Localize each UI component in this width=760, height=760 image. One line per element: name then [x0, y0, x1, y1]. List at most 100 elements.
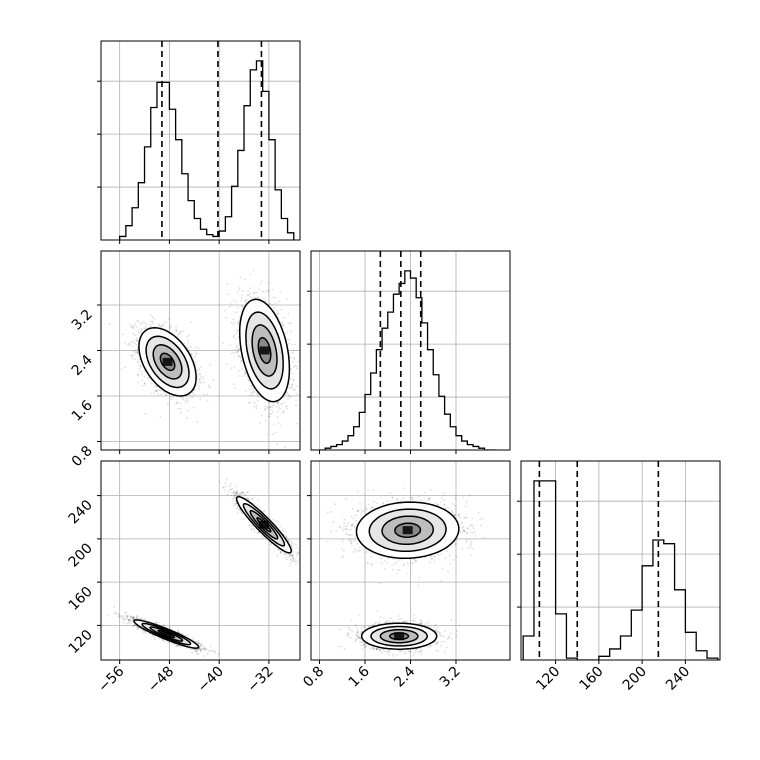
scatter-point [199, 381, 202, 383]
scatter-point [138, 368, 141, 370]
scatter-point [169, 324, 172, 326]
scatter-point [192, 391, 194, 394]
scatter-point [248, 388, 251, 391]
scatter-point [295, 399, 297, 402]
histogram-step [119, 60, 295, 240]
scatter-point [139, 617, 142, 620]
scatter-point [296, 365, 298, 367]
scatter-point [206, 393, 209, 396]
scatter-point [127, 621, 130, 624]
scatter-point [167, 317, 170, 320]
scatter-point [132, 616, 135, 618]
scatter-point [247, 401, 250, 404]
scatter-point [186, 417, 188, 419]
scatter-point [196, 420, 199, 423]
scatter-point [137, 360, 139, 363]
scatter-point [238, 289, 241, 291]
scatter-point [135, 617, 138, 619]
scatter-point [145, 325, 147, 328]
scatter-point [291, 383, 294, 386]
scatter-point [135, 339, 138, 342]
scatter-point [123, 621, 125, 624]
scatter-point [290, 368, 292, 371]
scatter-point [176, 335, 179, 338]
scatter-point [162, 624, 165, 627]
scatter-point [264, 300, 267, 302]
scatter-point [268, 415, 271, 418]
scatter-point [280, 403, 283, 405]
scatter-point [198, 378, 201, 381]
scatter-point [259, 421, 261, 424]
scatter-point [194, 360, 197, 363]
scatter-point [284, 332, 287, 334]
scatter-point [136, 626, 139, 629]
scatter-point [134, 352, 137, 354]
scatter-point [281, 403, 284, 405]
scatter-point [143, 375, 146, 378]
scatter-point [232, 352, 235, 354]
scatter-point [176, 401, 178, 403]
scatter-point [212, 379, 215, 381]
scatter-point [236, 292, 239, 294]
scatter-point [264, 408, 267, 411]
scatter-point [196, 653, 199, 655]
scatter-point [195, 650, 198, 652]
scatter-point [274, 296, 277, 299]
scatter-point [185, 398, 188, 400]
scatter-point [238, 370, 240, 372]
scatter-point [132, 340, 134, 343]
scatter-point [288, 386, 291, 389]
scatter-point [286, 338, 289, 341]
scatter-point [223, 309, 226, 312]
scatter-point [144, 384, 147, 387]
scatter-point [271, 404, 274, 407]
scatter-point [254, 401, 256, 404]
scatter-point [244, 301, 247, 304]
scatter-point [244, 371, 246, 374]
scatter-point [174, 328, 177, 331]
scatter-point [290, 330, 292, 333]
scatter-point [132, 325, 135, 328]
scatter-point [187, 341, 189, 344]
scatter-point [124, 612, 127, 615]
scatter-point [122, 616, 125, 619]
scatter-point [286, 407, 288, 410]
scatter-point [257, 296, 259, 299]
scatter-point [164, 394, 167, 397]
scatter-point [236, 306, 239, 309]
scatter-point [234, 387, 236, 390]
scatter-point [240, 359, 243, 362]
scatter-point [264, 405, 266, 408]
scatter-point [235, 311, 238, 314]
density-peak [259, 346, 270, 355]
scatter-point [135, 615, 138, 618]
scatter-point [131, 356, 134, 359]
scatter-point [179, 331, 182, 333]
scatter-point [246, 298, 248, 301]
scatter-point [296, 422, 298, 425]
scatter-point [296, 385, 298, 388]
scatter-point [168, 627, 171, 630]
scatter-point [235, 332, 238, 335]
scatter-point [167, 641, 170, 644]
scatter-point [257, 395, 259, 398]
scatter-point [134, 334, 137, 337]
scatter-point [156, 393, 159, 395]
scatter-point [136, 349, 139, 351]
scatter-point [199, 397, 202, 400]
scatter-point [176, 630, 179, 633]
x-tick-label: 240 [663, 664, 693, 694]
scatter-point [196, 376, 199, 379]
scatter-point [131, 354, 133, 357]
scatter-point [175, 645, 178, 647]
scatter-point [135, 339, 138, 342]
scatter-point [134, 342, 137, 345]
scatter-point [190, 321, 193, 324]
scatter-point [198, 641, 201, 644]
scatter-point [132, 325, 135, 328]
scatter-point [276, 402, 278, 405]
scatter-point [270, 406, 273, 409]
scatter-point [287, 398, 289, 401]
scatter-point [273, 404, 275, 407]
scatter-point [197, 642, 200, 644]
